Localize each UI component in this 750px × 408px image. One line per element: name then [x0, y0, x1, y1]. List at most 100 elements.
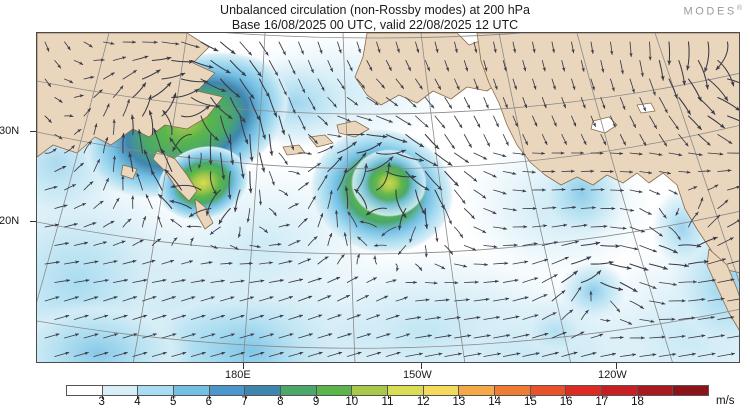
- wind-arrow: [648, 263, 668, 270]
- y-axis-label-20n: 20N: [0, 215, 20, 227]
- wind-arrow: [715, 41, 729, 71]
- wind-arrow: [288, 134, 295, 151]
- wind-arrow: [678, 243, 702, 248]
- wind-arrow: [619, 60, 624, 75]
- wind-arrow: [619, 134, 627, 146]
- map-panel[interactable]: [36, 32, 740, 363]
- wind-arrow: [648, 41, 652, 61]
- wind-arrow: [317, 41, 323, 54]
- wind-arrow: [639, 60, 644, 77]
- wind-arrow: [151, 238, 162, 246]
- wind-arrow: [205, 189, 222, 216]
- wind-arrow: [610, 115, 616, 128]
- wind-arrow: [327, 232, 333, 246]
- colorbar[interactable]: [66, 385, 709, 396]
- wind-arrow: [239, 78, 255, 100]
- wind-arrow: [512, 296, 529, 302]
- wind-arrow: [463, 245, 477, 251]
- colorbar-label-3: 3: [98, 396, 105, 408]
- wind-arrow: [327, 314, 342, 320]
- wind-arrow: [405, 352, 423, 357]
- wind-arrow: [186, 224, 202, 228]
- wind-arrow: [415, 41, 420, 53]
- wind-arrow: [483, 244, 498, 249]
- wind-arrow: [210, 245, 218, 249]
- wind-arrow: [112, 278, 129, 283]
- page-title: Unbalanced circulation (non-Rossby modes…: [0, 3, 750, 32]
- wind-arrow: [278, 333, 294, 339]
- wind-arrow: [187, 154, 192, 172]
- wind-arrow: [551, 223, 568, 228]
- wind-arrow: [649, 152, 663, 157]
- colorbar-tick-9: [316, 396, 318, 399]
- colorbar-label-17: 17: [595, 396, 609, 408]
- wind-arrow: [64, 184, 77, 191]
- wind-arrow: [532, 151, 546, 156]
- colorbar-tick-12: [423, 396, 425, 399]
- wind-arrow: [385, 133, 408, 143]
- wind-arrow: [327, 276, 341, 283]
- wind-arrow: [395, 296, 409, 302]
- wind-arrow: [288, 60, 296, 75]
- wind-arrow: [337, 115, 351, 122]
- wind-arrow: [726, 115, 739, 122]
- colorbar-tick-7: [244, 396, 246, 399]
- wind-arrow: [639, 97, 647, 112]
- wind-arrow: [668, 334, 686, 339]
- wind-arrow: [54, 314, 70, 320]
- wind-arrow: [307, 97, 316, 111]
- wind-arrow: [83, 75, 95, 80]
- wind-arrow: [288, 314, 304, 320]
- wind-arrow: [473, 78, 479, 90]
- wind-arrow: [409, 226, 416, 243]
- x-tick-150w: [421, 363, 422, 369]
- wind-arrow: [180, 105, 211, 118]
- wind-arrow: [395, 78, 405, 90]
- wind-arrow: [629, 263, 649, 271]
- wind-arrow: [142, 296, 157, 302]
- wind-arrow: [327, 351, 343, 357]
- wind-arrow: [259, 261, 273, 265]
- wind-arrow: [268, 278, 284, 283]
- wind-arrow: [249, 351, 265, 357]
- wind-arrow: [288, 97, 296, 114]
- wind-arrow: [229, 279, 245, 283]
- wind-arrow: [249, 279, 265, 283]
- wind-arrow: [122, 259, 137, 265]
- landmass-layer: [37, 33, 739, 331]
- wind-arrow: [268, 351, 284, 357]
- wind-arrow: [151, 56, 172, 62]
- wind-arrow: [132, 351, 148, 357]
- wind-arrow: [678, 352, 696, 357]
- wind-arrow: [337, 41, 342, 54]
- wind-arrow: [512, 78, 517, 90]
- wind-arrow: [493, 334, 511, 339]
- wind-arrow: [483, 352, 502, 357]
- wind-arrow: [278, 223, 291, 228]
- wind-arrow: [122, 218, 132, 228]
- wind-arrow: [73, 241, 89, 246]
- wind-arrow: [649, 300, 666, 305]
- wind-arrow: [678, 170, 691, 174]
- wind-arrow: [141, 69, 161, 80]
- wind-arrow: [337, 294, 351, 302]
- wind-arrow: [64, 144, 75, 154]
- wind-arrow: [649, 226, 663, 237]
- wind-arrow: [629, 226, 646, 233]
- colorbar-cell-0: [67, 386, 102, 395]
- wind-arrow: [619, 281, 638, 293]
- wind-arrow: [161, 259, 175, 265]
- wind-arrow: [356, 78, 366, 89]
- wind-arrow: [288, 203, 299, 209]
- x-tick-120w: [616, 363, 617, 369]
- wind-arrow: [571, 41, 575, 54]
- wind-arrow: [561, 60, 566, 72]
- wind-arrow: [571, 223, 588, 228]
- wind-arrow: [610, 300, 621, 313]
- wind-arrow: [93, 89, 103, 98]
- wind-arrow: [73, 60, 84, 66]
- wind-arrow: [629, 152, 643, 156]
- wind-arrow: [424, 316, 441, 320]
- wind-arrow: [444, 170, 459, 187]
- wind-arrow: [344, 186, 349, 210]
